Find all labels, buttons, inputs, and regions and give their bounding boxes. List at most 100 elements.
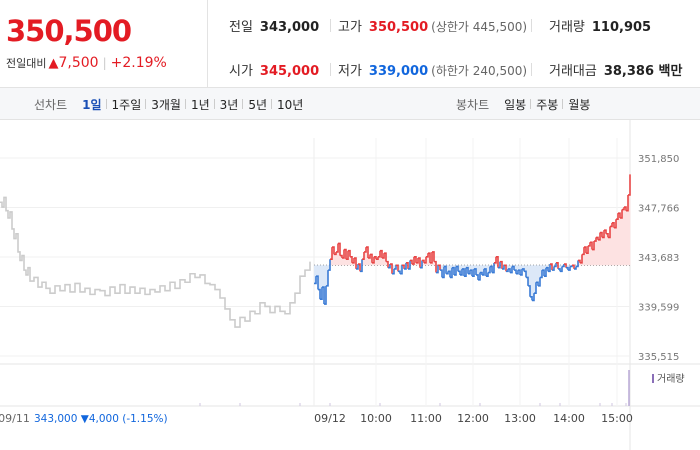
up-line-segment <box>330 247 333 261</box>
up-line-segment <box>600 231 603 238</box>
period-1d-button[interactable]: 1일 <box>82 97 102 112</box>
up-line-segment <box>426 253 429 258</box>
x-tick-label: 11:00 <box>410 412 442 425</box>
high-label: 고가 <box>338 20 362 35</box>
up-line-segment <box>338 242 341 256</box>
down-line-segment <box>492 262 495 274</box>
down-line-segment <box>522 268 525 272</box>
candle-monthly-button[interactable]: 월봉 <box>562 96 595 113</box>
up-line-segment <box>608 226 611 239</box>
down-line-segment <box>540 270 543 279</box>
up-area <box>342 258 345 266</box>
low-value: 339,000 <box>368 64 429 79</box>
period-3m-button[interactable]: 3개월 <box>145 96 186 113</box>
up-area <box>354 258 357 266</box>
down-line-segment <box>318 288 321 300</box>
down-line-segment <box>316 275 319 290</box>
up-area <box>378 256 381 266</box>
period-3y-button[interactable]: 3년 <box>213 96 244 113</box>
down-area <box>450 265 453 278</box>
up-area <box>608 237 611 266</box>
chart-grid <box>0 120 700 450</box>
down-area <box>398 265 401 272</box>
down-line-segment <box>458 270 461 275</box>
up-area <box>428 253 431 266</box>
up-area <box>598 239 601 266</box>
down-area <box>478 265 481 280</box>
up-area <box>586 253 589 266</box>
down-area <box>314 265 317 284</box>
up-line-segment <box>332 246 335 255</box>
up-line-segment <box>368 254 371 259</box>
stock-summary: 350,500 전일대비 ▲7,500 | +2.19% 전일 343,000 고가 35… <box>0 0 700 88</box>
down-area <box>408 265 411 269</box>
up-line-segment <box>598 232 601 241</box>
up-area <box>612 222 615 266</box>
up-line-segment <box>590 241 593 250</box>
volume-legend: 거래량 <box>657 373 685 385</box>
up-area <box>432 251 435 266</box>
up-line-segment <box>614 219 617 229</box>
up-line-segment <box>378 250 381 258</box>
period-5y-button[interactable]: 5년 <box>242 96 272 113</box>
upper-limit: (상한가 445,500) <box>431 20 528 34</box>
down-area <box>316 265 319 277</box>
down-line-segment <box>518 269 521 275</box>
up-area <box>350 256 353 266</box>
up-line-segment <box>354 257 357 269</box>
y-tick-label: 335,515 <box>638 352 679 363</box>
line-chart-label: 선차트 <box>34 97 68 112</box>
up-line-segment <box>386 260 389 268</box>
down-area <box>526 265 529 278</box>
up-area <box>600 232 603 266</box>
down-line-segment <box>524 270 527 278</box>
down-area <box>508 265 511 269</box>
up-area <box>604 230 607 266</box>
down-line-segment <box>542 269 545 277</box>
down-area <box>566 265 569 268</box>
up-line-segment <box>496 255 499 268</box>
down-area <box>548 265 551 272</box>
down-area <box>482 265 485 275</box>
y-tick-label: 347,766 <box>638 204 679 215</box>
up-line-segment <box>396 264 399 272</box>
down-area <box>394 265 397 269</box>
up-area <box>364 251 367 266</box>
up-line-segment <box>366 246 369 258</box>
down-line-segment <box>400 265 403 275</box>
up-line-segment <box>606 232 609 238</box>
prev-close-value: 343,000 <box>259 20 320 35</box>
up-line-segment <box>602 230 605 239</box>
down-area <box>546 265 549 268</box>
up-area <box>430 262 433 266</box>
period-1w-button[interactable]: 1주일 <box>105 96 147 113</box>
down-line-segment <box>394 265 397 270</box>
price-chart[interactable]: 351,850 347,766 343,683 339,599 335,515 거래량 … <box>0 120 700 450</box>
period-10y-button[interactable]: 10년 <box>271 96 308 113</box>
up-area <box>434 261 437 266</box>
down-line-segment <box>568 266 571 271</box>
down-area <box>464 265 467 277</box>
up-area <box>374 256 377 266</box>
period-1y-button[interactable]: 1년 <box>184 96 215 113</box>
down-line-segment <box>554 262 557 268</box>
lower-limit: (하한가 240,500) <box>431 64 528 78</box>
divider <box>330 63 331 76</box>
down-area <box>442 265 445 278</box>
down-area <box>486 265 489 277</box>
down-area <box>452 265 455 268</box>
up-area <box>582 254 585 266</box>
up-line-segment <box>504 264 507 272</box>
open-label: 시가 <box>229 64 253 79</box>
up-line-segment <box>596 236 599 240</box>
up-line-segment <box>432 251 435 262</box>
up-area <box>418 258 421 266</box>
down-area <box>472 265 475 277</box>
up-line-segment <box>416 258 419 264</box>
down-line-segment <box>408 260 411 270</box>
up-line-segment <box>626 194 629 212</box>
down-line-segment <box>508 268 511 273</box>
candle-daily-button[interactable]: 일봉 <box>504 97 527 112</box>
candle-weekly-button[interactable]: 주봉 <box>530 96 563 113</box>
down-area <box>320 265 323 300</box>
